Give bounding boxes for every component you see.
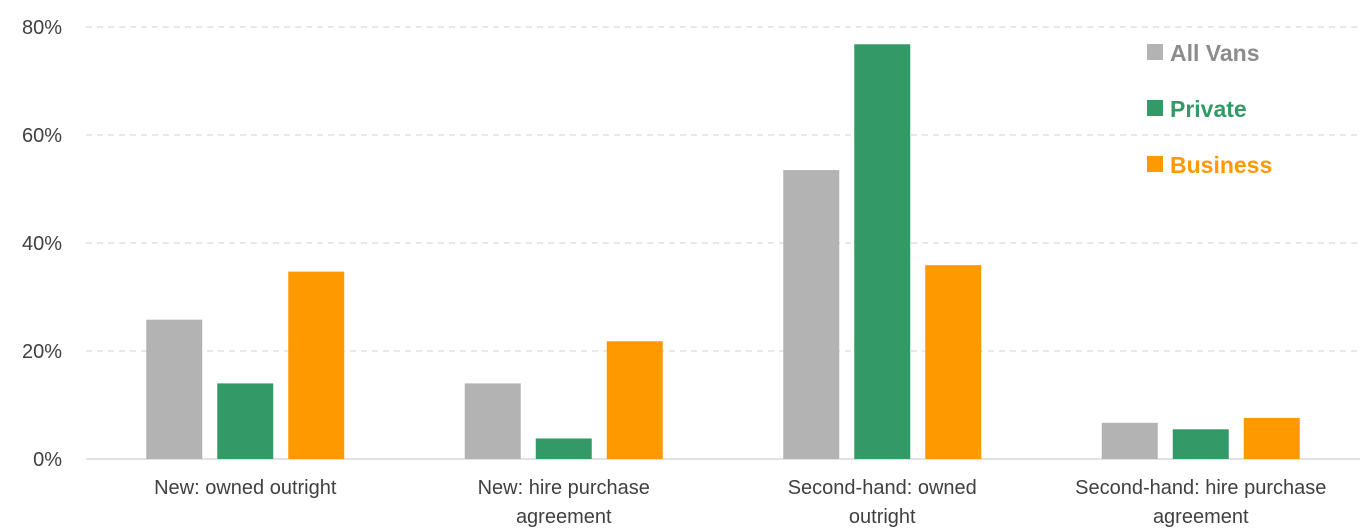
bar — [535, 438, 592, 459]
legend-swatch — [1147, 44, 1163, 60]
x-tick-label: New: hire purchase — [478, 477, 650, 499]
bars — [146, 44, 1300, 459]
bar — [783, 170, 840, 459]
x-tick-label: outright — [849, 506, 916, 528]
bar — [854, 44, 911, 459]
bar — [217, 383, 274, 459]
bar — [146, 319, 203, 459]
x-tick-label: Second-hand: owned — [788, 477, 977, 499]
x-tick-label: agreement — [516, 506, 612, 528]
legend-label: All Vans — [1170, 40, 1259, 66]
y-tick-label: 80% — [22, 17, 62, 39]
x-tick-label: New: owned outright — [154, 477, 337, 499]
bar — [925, 265, 982, 459]
x-tick-label: agreement — [1153, 506, 1249, 528]
y-tick-label: 40% — [22, 233, 62, 255]
x-axis: New: owned outright New: hire purchase agr… — [154, 477, 1326, 528]
bar — [464, 383, 521, 459]
bar — [1172, 429, 1229, 459]
legend-label: Business — [1170, 152, 1272, 178]
bar — [1101, 422, 1158, 459]
x-tick-label: Second-hand: hire purchase — [1075, 477, 1326, 499]
y-tick-label: 20% — [22, 341, 62, 363]
legend-swatch — [1147, 100, 1163, 116]
legend-swatch — [1147, 156, 1163, 172]
legend: All Vans Private Business — [1147, 40, 1272, 178]
gridlines — [86, 26, 1360, 352]
y-tick-label: 0% — [33, 449, 62, 471]
bar — [1243, 417, 1300, 459]
bar — [606, 341, 663, 459]
legend-label: Private — [1170, 96, 1247, 122]
bar — [288, 271, 345, 459]
y-tick-label: 60% — [22, 125, 62, 147]
